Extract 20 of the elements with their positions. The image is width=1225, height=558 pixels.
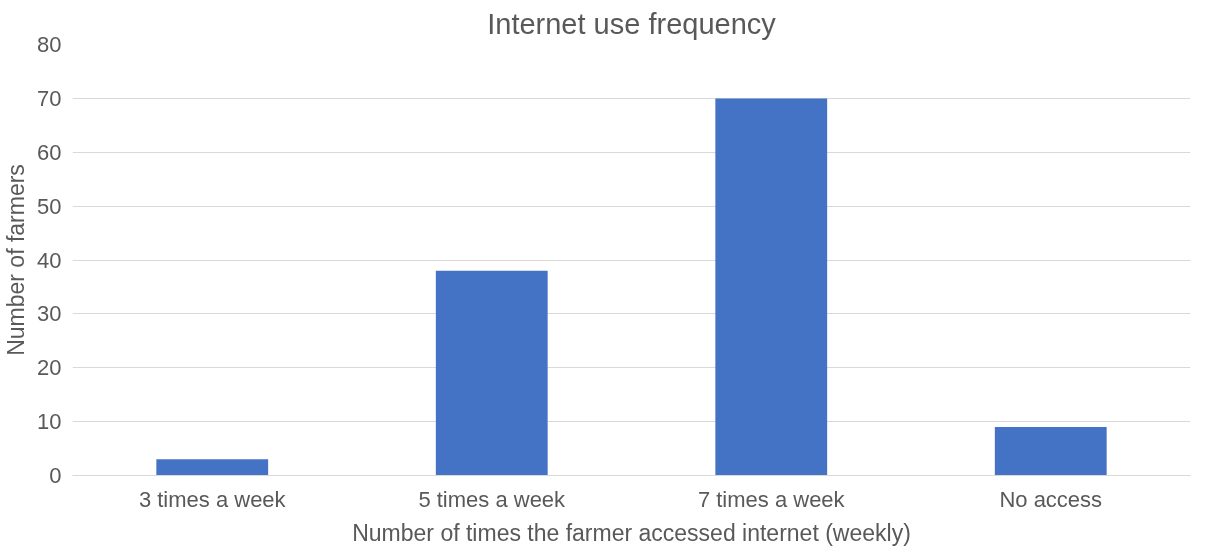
y-tick-label: 10 xyxy=(37,409,62,435)
x-tick-label: 3 times a week xyxy=(138,486,287,512)
y-tick-label: 50 xyxy=(37,193,62,219)
bar xyxy=(715,98,828,476)
bar xyxy=(156,459,269,476)
y-axis-title: Number of farmers xyxy=(3,164,30,356)
y-tick-label: 60 xyxy=(37,139,62,165)
x-tick-label: 7 times a week xyxy=(697,486,846,512)
bar xyxy=(994,427,1107,476)
y-tick-label: 30 xyxy=(37,301,62,327)
y-tick-label: 0 xyxy=(49,463,62,488)
chart-title: Internet use frequency xyxy=(487,7,777,40)
x-axis-title: Number of times the farmer accessed internet (weekly) xyxy=(352,519,911,546)
y-tick-label: 40 xyxy=(37,247,62,273)
x-tick-label: 5 times a week xyxy=(418,486,567,512)
bar xyxy=(435,270,548,476)
y-tick-label: 80 xyxy=(37,32,62,57)
y-tick-label: 70 xyxy=(37,85,62,111)
y-tick-label: 20 xyxy=(37,355,62,381)
x-tick-label: No access xyxy=(999,486,1103,512)
